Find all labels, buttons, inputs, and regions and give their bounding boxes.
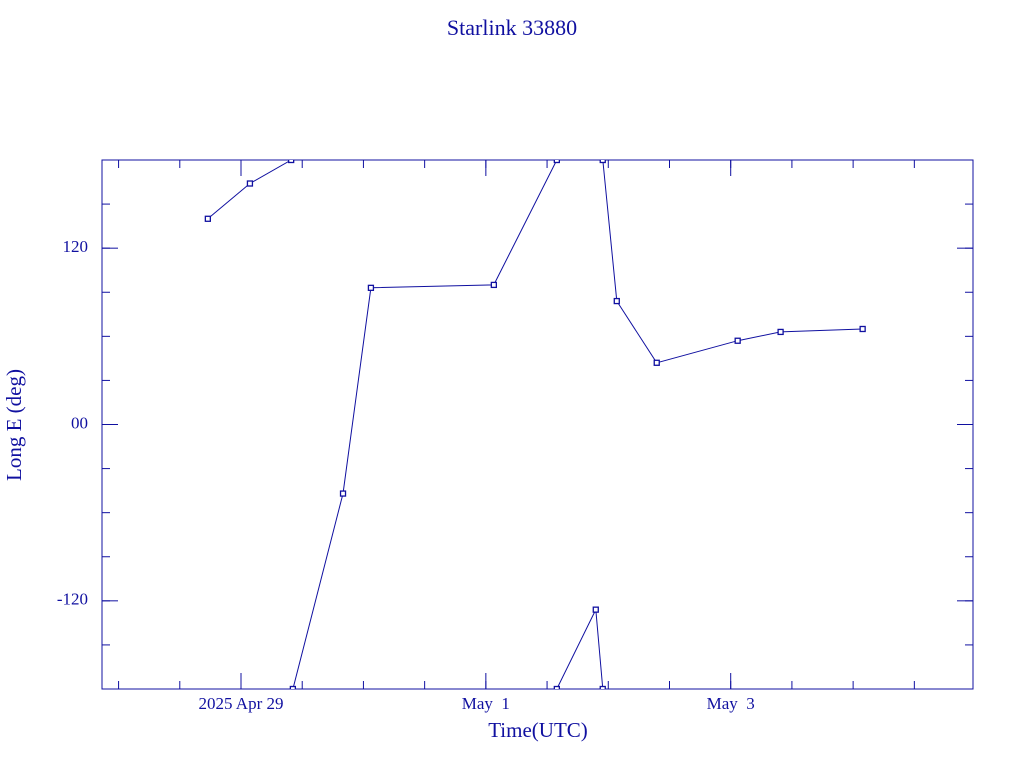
point-marker (734, 337, 741, 344)
x-tick-label: May 3 (707, 694, 755, 713)
point-marker (613, 297, 620, 305)
point-marker (599, 685, 606, 689)
y-axis-label: Long E (deg) (2, 369, 26, 481)
y-tick-label: 120 (63, 237, 89, 256)
point-marker (592, 606, 599, 613)
plot-frame (101, 159, 974, 690)
point-marker (777, 328, 784, 336)
point-marker (599, 160, 606, 164)
x-axis-label: Time(UTC) (488, 718, 588, 742)
point-marker (859, 325, 866, 333)
point-marker (553, 685, 560, 689)
point-marker (653, 359, 660, 366)
x-tick-label: 2025 Apr 29 (199, 694, 284, 713)
point-marker (246, 180, 254, 187)
point-marker (367, 284, 375, 291)
plot-area (204, 160, 866, 689)
y-tick-label: -120 (57, 590, 88, 609)
chart-title: Starlink 33880 (447, 15, 577, 40)
point-marker (204, 215, 211, 222)
point-marker (490, 281, 497, 289)
point-marker (339, 490, 347, 497)
y-tick-label: 00 (71, 413, 88, 432)
point-marker (289, 685, 297, 689)
point-marker (553, 160, 560, 164)
series-line (207, 160, 863, 689)
point-marker (288, 160, 295, 164)
x-tick-label: May 1 (462, 694, 510, 713)
